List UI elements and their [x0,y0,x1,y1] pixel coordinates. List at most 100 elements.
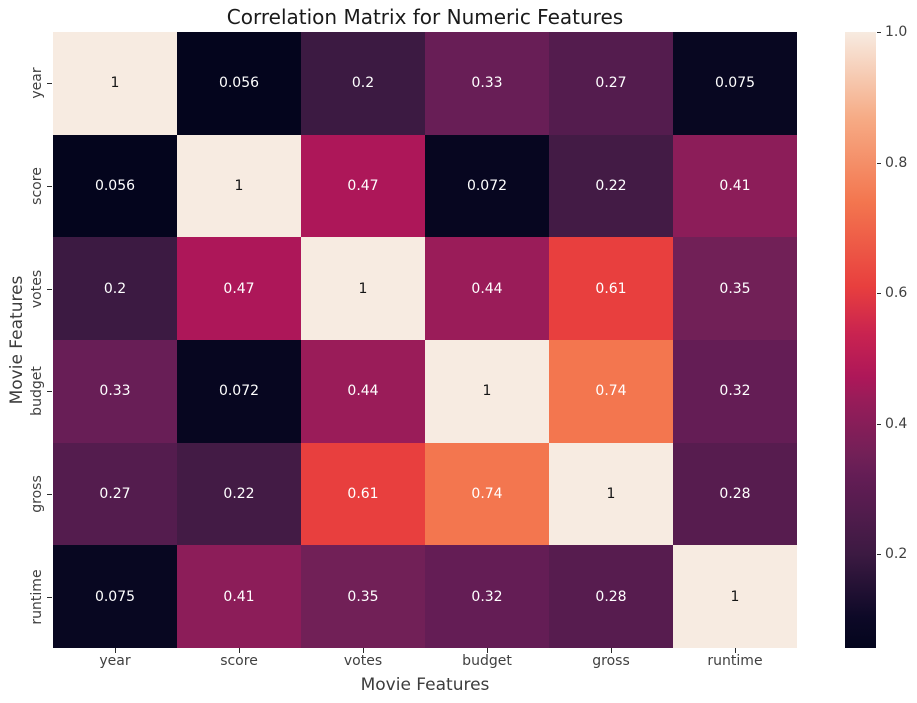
heatmap-cell-runtime-gross: 0.28 [549,545,673,648]
colorbar-tick-label-0.6: 0.6 [885,285,908,302]
heatmap-cell-gross-budget: 0.74 [425,442,549,546]
y-tick-label-score: score [29,167,45,205]
cell-annotation: 0.61 [347,485,379,502]
x-tick-label-runtime: runtime [707,653,763,669]
cell-annotation: 0.28 [595,588,627,605]
y-tick-label-runtime: runtime [29,569,45,625]
cell-annotation: 0.41 [719,177,751,194]
heatmap-cell-budget-score: 0.072 [177,339,301,443]
heatmap-grid: 1 0.056 0.2 0.33 0.27 0.075 0.056 1 0.47 0.072 0.2… [53,32,797,648]
colorbar-tick-mark [877,554,881,556]
colorbar-tick-mark [877,423,881,425]
cell-annotation: 0.056 [94,177,136,194]
cell-annotation: 0.27 [595,75,627,92]
x-tick-label-votes: votes [343,653,383,669]
heatmap-cell-gross-gross: 1 [549,442,673,546]
x-tick-mark [115,648,116,653]
cell-annotation: 0.44 [471,280,503,297]
heatmap-cell-score-budget: 0.072 [425,134,549,238]
heatmap-cell-budget-gross: 0.74 [549,339,673,443]
cell-annotation: 1 [234,177,244,194]
heatmap-cell-gross-votes: 0.61 [301,442,425,546]
cell-annotation: 0.28 [719,485,751,502]
cell-annotation: 0.61 [595,280,627,297]
heatmap-cell-score-gross: 0.22 [549,134,673,238]
y-tick-label-budget: budget [29,366,45,417]
cell-annotation: 0.47 [223,280,255,297]
heatmap-cell-year-score: 0.056 [177,32,301,135]
heatmap-cell-score-year: 0.056 [53,134,177,238]
cell-annotation: 0.056 [218,75,260,92]
heatmap-cell-runtime-runtime: 1 [673,545,797,648]
heatmap-cell-year-votes: 0.2 [301,32,425,135]
x-tick-mark [611,648,612,653]
cell-annotation: 0.072 [218,383,260,400]
cell-annotation: 0.22 [595,177,627,194]
colorbar-gradient [845,32,876,648]
heatmap-cell-budget-year: 0.33 [53,339,177,443]
y-tick-label-votes: votes [29,269,45,308]
colorbar-tick-label-0.2: 0.2 [885,546,908,563]
heatmap-cell-year-runtime: 0.075 [673,32,797,135]
heatmap-cell-budget-runtime: 0.32 [673,339,797,443]
x-tick-mark [735,648,736,653]
colorbar-tick-mark [877,293,881,295]
heatmap-cell-year-gross: 0.27 [549,32,673,135]
cell-annotation: 0.22 [223,485,255,502]
heatmap-cell-votes-gross: 0.61 [549,237,673,340]
cell-annotation: 0.35 [347,588,379,605]
cell-annotation: 0.33 [471,75,503,92]
heatmap-cell-runtime-year: 0.075 [53,545,177,648]
cell-annotation: 0.74 [471,485,503,502]
cell-annotation: 0.072 [466,177,508,194]
y-tick-mark [47,186,52,187]
heatmap-cell-score-runtime: 0.41 [673,134,797,238]
cell-annotation: 0.075 [714,75,756,92]
heatmap-cell-gross-runtime: 0.28 [673,442,797,546]
colorbar-tick-mark [877,162,881,164]
heatmap-cell-votes-score: 0.47 [177,237,301,340]
y-tick-mark [47,391,52,393]
cell-annotation: 1 [482,383,492,400]
cell-annotation: 0.44 [347,383,379,400]
y-tick-mark [47,288,52,290]
heatmap-cell-budget-votes: 0.44 [301,339,425,443]
heatmap-cell-runtime-votes: 0.35 [301,545,425,648]
cell-annotation: 0.27 [99,485,131,502]
cell-annotation: 1 [606,485,616,502]
heatmap-cell-gross-year: 0.27 [53,442,177,546]
cell-annotation: 0.32 [719,383,751,400]
cell-annotation: 0.47 [347,177,379,194]
colorbar-tick-mark [877,32,881,33]
cell-annotation: 0.41 [223,588,255,605]
cell-annotation: 0.32 [471,588,503,605]
heatmap-cell-runtime-score: 0.41 [177,545,301,648]
heatmap-cell-score-score: 1 [177,134,301,238]
heatmap-cell-score-votes: 0.47 [301,134,425,238]
heatmap-cell-year-budget: 0.33 [425,32,549,135]
x-tick-mark [363,648,364,653]
y-tick-mark [47,494,52,495]
x-tick-label-gross: gross [592,653,630,669]
y-tick-label-gross: gross [29,475,45,513]
cell-annotation: 1 [110,75,120,92]
y-tick-mark [47,596,52,598]
y-tick-mark [47,83,52,85]
cell-annotation: 0.075 [94,588,136,605]
heatmap-cell-year-year: 1 [53,32,177,135]
heatmap-cell-budget-budget: 1 [425,339,549,443]
cell-annotation: 0.2 [351,75,375,92]
cell-annotation: 1 [358,280,368,297]
x-tick-label-budget: budget [462,653,512,669]
y-tick-label-year: year [29,67,45,99]
heatmap-cell-votes-votes: 1 [301,237,425,340]
heatmap-cell-votes-runtime: 0.35 [673,237,797,340]
cell-annotation: 1 [730,588,740,605]
x-tick-label-score: score [220,653,258,669]
x-axis-label: Movie Features [360,675,490,695]
x-tick-mark [487,648,488,653]
cell-annotation: 0.33 [99,383,131,400]
cell-annotation: 0.35 [719,280,751,297]
x-tick-mark [239,648,240,653]
